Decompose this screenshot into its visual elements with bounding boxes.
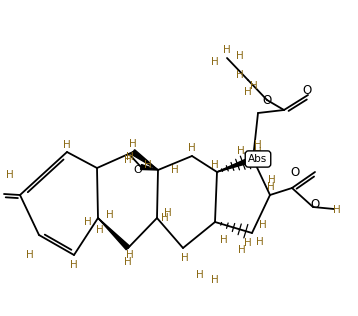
- Text: H: H: [161, 213, 169, 223]
- Text: H: H: [124, 257, 132, 267]
- Text: H: H: [171, 165, 179, 175]
- Text: H: H: [63, 140, 71, 150]
- Text: H: H: [211, 160, 219, 170]
- Text: H: H: [237, 146, 245, 156]
- Text: O: O: [290, 167, 300, 179]
- Text: H: H: [244, 238, 252, 248]
- Text: H: H: [259, 220, 267, 230]
- Text: H: H: [211, 57, 219, 67]
- Text: H: H: [84, 217, 92, 227]
- Text: O: O: [303, 83, 311, 96]
- Text: H: H: [144, 160, 152, 170]
- Text: H: H: [220, 235, 228, 245]
- Polygon shape: [131, 150, 158, 170]
- Text: H: H: [196, 270, 204, 280]
- Text: H: H: [268, 175, 276, 185]
- Polygon shape: [141, 165, 158, 170]
- Text: H: H: [236, 51, 244, 61]
- Text: H: H: [124, 155, 132, 165]
- Text: H: H: [126, 152, 134, 162]
- Text: H: H: [164, 208, 172, 218]
- Text: H: H: [244, 87, 252, 97]
- Text: H: H: [236, 70, 244, 80]
- Text: H: H: [129, 139, 137, 149]
- Text: H: H: [333, 205, 341, 215]
- Text: H: H: [188, 143, 196, 153]
- Text: O: O: [310, 198, 320, 211]
- Text: H: H: [250, 81, 258, 91]
- Text: H: H: [6, 170, 14, 180]
- Text: H: H: [96, 225, 104, 235]
- Polygon shape: [217, 156, 254, 172]
- Text: H: H: [254, 147, 262, 157]
- Text: Abs: Abs: [248, 154, 268, 164]
- Text: O: O: [262, 94, 272, 106]
- Text: H: H: [223, 45, 231, 55]
- Text: H: H: [181, 253, 189, 263]
- Text: H: H: [70, 260, 78, 270]
- Text: O: O: [134, 165, 142, 175]
- Text: H: H: [26, 250, 34, 260]
- Text: H: H: [126, 250, 134, 260]
- Text: H: H: [211, 275, 219, 285]
- Text: H: H: [106, 210, 114, 220]
- Text: H: H: [238, 245, 246, 255]
- Text: H: H: [256, 237, 264, 247]
- Text: H: H: [254, 140, 262, 150]
- Polygon shape: [98, 218, 130, 250]
- Text: H: H: [267, 182, 275, 192]
